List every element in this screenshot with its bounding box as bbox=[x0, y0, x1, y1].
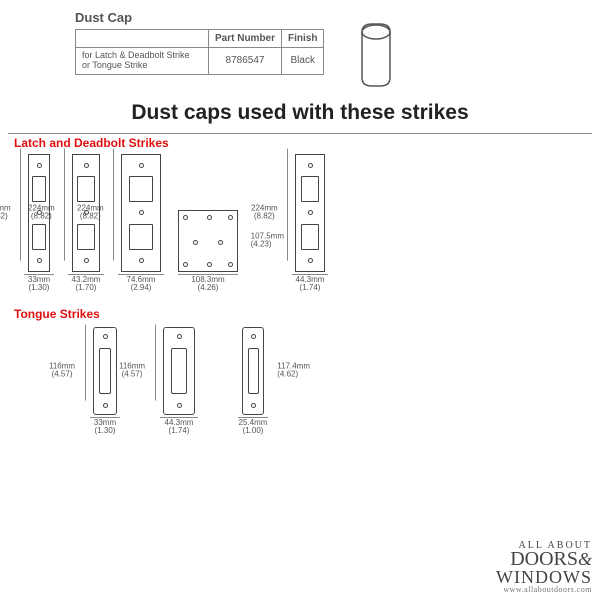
latch-strike-5: 224mm (8.82) 44.3mm (1.74) bbox=[292, 154, 328, 293]
dim-w-in: (1.30) bbox=[29, 283, 50, 292]
dust-cap-icon bbox=[354, 20, 398, 95]
latch-label: Latch and Deadbolt Strikes bbox=[14, 136, 600, 150]
latch-strike-4: 107.5mm (4.23) 108.3mm (4.26) bbox=[178, 210, 238, 293]
dim-height: 224mm (8.82) bbox=[0, 205, 11, 222]
latch-strike-1: 224mm (8.82) 33mm (1.30) bbox=[24, 154, 54, 293]
dim-w-in: (1.70) bbox=[76, 283, 97, 292]
brand-logo: ALL ABOUT DOORS& WINDOWS www.allaboutdoo… bbox=[496, 541, 592, 594]
dim-height: 224mm (8.82) bbox=[77, 205, 104, 222]
col-part: Part Number bbox=[209, 30, 282, 48]
dim-width: 43.2mm (1.70) bbox=[68, 274, 104, 293]
dim-width: 108.3mm (4.26) bbox=[178, 274, 238, 293]
dim-w-in: (2.94) bbox=[131, 283, 152, 292]
strike-plate bbox=[242, 327, 264, 415]
main-title: Dust caps used with these strikes bbox=[0, 101, 600, 125]
tongue-strike-1: 116mm (4.57) 33mm (1.30) bbox=[90, 327, 120, 436]
dim-h-in: (4.23) bbox=[251, 240, 272, 249]
latch-strike-3: 224mm (8.82) 74.6mm (2.94) bbox=[118, 154, 164, 293]
dim-h-in: (4.57) bbox=[52, 370, 73, 379]
dim-w-in: (4.26) bbox=[198, 283, 219, 292]
row-desc-l1: for Latch & Deadbolt Strike bbox=[82, 50, 190, 60]
tongue-row: 116mm (4.57) 33mm (1.30) 116mm (4.57) bbox=[0, 327, 600, 436]
row-finish: Black bbox=[282, 48, 324, 75]
dim-h-in: (8.82) bbox=[254, 212, 275, 221]
logo-line3: WINDOWS bbox=[496, 569, 592, 586]
dim-width: 33mm (1.30) bbox=[90, 417, 120, 436]
dim-height: 116mm (4.57) bbox=[49, 362, 75, 379]
tongue-label: Tongue Strikes bbox=[14, 307, 600, 321]
strike-plate bbox=[163, 327, 195, 415]
dim-w-in: (1.74) bbox=[300, 283, 321, 292]
part-table-block: Dust Cap Part Number Finish for Latch & … bbox=[75, 10, 324, 75]
dim-h-in: (4.57) bbox=[122, 370, 143, 379]
dim-height: 107.5mm (4.23) bbox=[251, 233, 284, 250]
latch-strike-2: 224mm (8.82) 43.2mm (1.70) bbox=[68, 154, 104, 293]
dim-width: 44.3mm (1.74) bbox=[160, 417, 198, 436]
dim-w-in: (1.30) bbox=[95, 426, 116, 435]
row-desc: for Latch & Deadbolt Strike or Tongue St… bbox=[76, 48, 209, 75]
dim-w-in: (1.00) bbox=[243, 426, 264, 435]
dim-width: 33mm (1.30) bbox=[24, 274, 54, 293]
row-part: 8786547 bbox=[209, 48, 282, 75]
dim-h-in: (8.82) bbox=[0, 212, 8, 221]
table-title: Dust Cap bbox=[75, 10, 324, 25]
dim-h-in: (4.62) bbox=[277, 370, 298, 379]
col-finish: Finish bbox=[282, 30, 324, 48]
dim-width: 25.4mm (1.00) bbox=[238, 417, 268, 436]
logo-amp: & bbox=[578, 549, 592, 569]
dim-h-in: (8.82) bbox=[31, 212, 52, 221]
row-desc-l2: or Tongue Strike bbox=[82, 60, 147, 70]
dim-width: 74.6mm (2.94) bbox=[118, 274, 164, 293]
latch-row: 224mm (8.82) 33mm (1.30) 224mm (8.82) bbox=[0, 154, 600, 293]
strike-plate bbox=[295, 154, 325, 272]
dim-h-in: (8.82) bbox=[80, 212, 101, 221]
dim-height: 116mm (4.57) bbox=[119, 362, 145, 379]
strike-plate bbox=[121, 154, 161, 272]
dim-height: 117.4mm (4.62) bbox=[277, 362, 310, 379]
dim-height: 224mm (8.82) bbox=[251, 205, 278, 222]
dim-w-in: (1.74) bbox=[169, 426, 190, 435]
dim-height: 224mm (8.82) bbox=[28, 205, 55, 222]
tongue-strike-3: 117.4mm (4.62) 25.4mm (1.00) bbox=[238, 327, 268, 436]
strike-plate bbox=[93, 327, 117, 415]
dim-width: 44.3mm (1.74) bbox=[292, 274, 328, 293]
strike-plate-square bbox=[178, 210, 238, 272]
tongue-strike-2: 116mm (4.57) 44.3mm (1.74) bbox=[160, 327, 198, 436]
logo-url: www.allaboutdoors.com bbox=[496, 586, 592, 594]
part-table: Part Number Finish for Latch & Deadbolt … bbox=[75, 29, 324, 75]
header-region: Dust Cap Part Number Finish for Latch & … bbox=[0, 0, 600, 95]
